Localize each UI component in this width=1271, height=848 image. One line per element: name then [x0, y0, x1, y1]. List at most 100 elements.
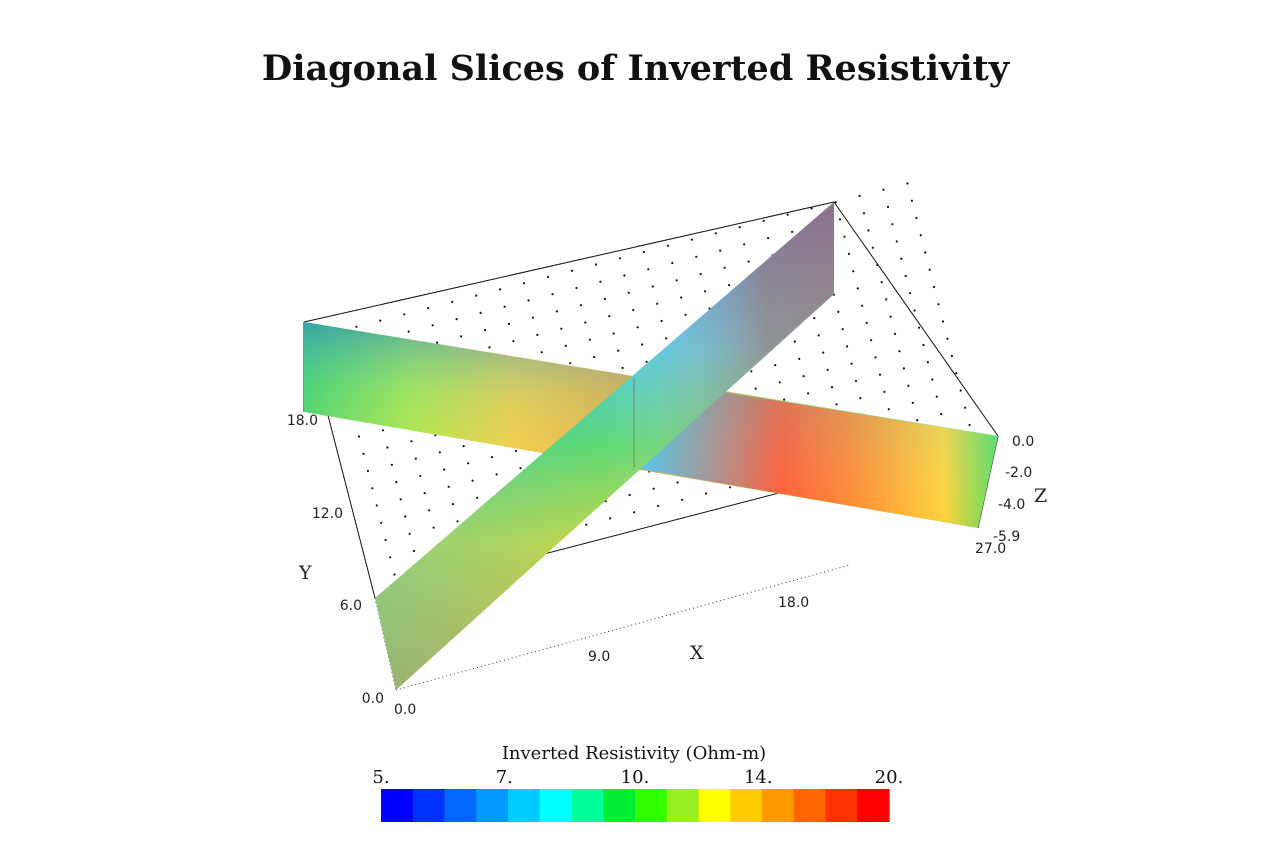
grid-dot [933, 285, 936, 289]
x-tick-label: 27.0 [975, 541, 1006, 557]
grid-dot [684, 313, 687, 316]
colorbar-tick-label: 5. [372, 767, 389, 788]
grid-dot [462, 445, 465, 448]
grid-dot [786, 213, 789, 216]
grid-dot [386, 446, 389, 449]
grid-dot [491, 456, 494, 459]
grid-dot [847, 252, 851, 255]
grid-dot [743, 243, 746, 246]
grid-dot [608, 315, 611, 318]
grid-dot [728, 486, 732, 489]
grid-dot [675, 279, 678, 282]
grid-dot [666, 244, 670, 247]
chart-title: Diagonal Slices of Inverted Resistivity [261, 48, 1010, 89]
z-tick-label: 0.0 [1012, 434, 1034, 450]
grid-dot [641, 343, 644, 346]
grid-dot [427, 307, 430, 310]
grid-dot [924, 251, 927, 254]
grid-dot [451, 300, 454, 303]
grid-dot [431, 324, 434, 327]
y-tick-label: 0.0 [362, 691, 384, 707]
grid-dot [366, 469, 369, 473]
grid-dot [471, 479, 474, 482]
grid-dot [647, 268, 650, 271]
grid-dot [569, 362, 572, 365]
colorbar-swatch [762, 789, 795, 822]
y-axis: 18.0 12.0 6.0 0.0 Y [287, 413, 384, 707]
grid-dot [955, 372, 958, 375]
grid-dot [652, 487, 655, 490]
z-axis: 0.0 -2.0 -4.0 -5.9 Z [993, 434, 1047, 545]
grid-dot [393, 573, 396, 576]
grid-dot [395, 480, 398, 484]
colorbar: Inverted Resistivity (Ohm-m) 5. 7. 10. 14. 2… [372, 743, 903, 822]
grid-dot [898, 350, 901, 353]
grid-dot [560, 327, 563, 330]
grid-dot [750, 370, 753, 373]
grid-dot [603, 297, 607, 301]
grid-dot [747, 260, 750, 263]
grid-dot [886, 205, 890, 209]
grid-dot [876, 263, 879, 266]
grid-dot [527, 299, 530, 302]
grid-dot [632, 308, 635, 312]
grid-dot [894, 332, 897, 335]
colorbar-title: Inverted Resistivity (Ohm-m) [502, 743, 766, 764]
grid-dot [909, 292, 912, 295]
x-tick-label: 0.0 [394, 702, 416, 718]
grid-dot [950, 354, 954, 358]
grid-dot [919, 234, 922, 237]
grid-dot [414, 457, 417, 460]
grid-dot [889, 315, 892, 318]
colorbar-tick-label: 7. [496, 767, 513, 788]
grid-dot [547, 275, 550, 278]
grid-dot [656, 302, 659, 305]
colorbar-swatch [730, 789, 763, 822]
grid-dot [443, 468, 446, 471]
grid-dot [880, 281, 883, 284]
grid-dot [900, 257, 903, 260]
z-tick-label: -4.0 [998, 497, 1025, 513]
grid-dot [837, 310, 840, 313]
grid-dot [523, 282, 526, 285]
colorbar-swatch [825, 789, 858, 822]
grid-dot [515, 449, 518, 452]
grid-dot [628, 493, 631, 497]
x-axis-label: X [690, 642, 704, 664]
grid-dot [651, 285, 654, 288]
grid-dot [412, 549, 416, 553]
grid-dot [438, 451, 441, 454]
grid-dot [728, 284, 731, 287]
grid-dot [384, 538, 387, 542]
grid-dot [870, 339, 873, 342]
grid-dot [738, 226, 741, 229]
grid-dot [645, 360, 648, 363]
colorbar-swatch [508, 789, 541, 822]
grid-dot [495, 473, 498, 476]
grid-dot [690, 238, 693, 241]
grid-dot [913, 309, 916, 312]
grid-dot [483, 329, 487, 332]
grid-dot [419, 474, 422, 477]
grid-dot [375, 504, 378, 507]
grid-dot [676, 481, 679, 484]
grid-dot [404, 515, 407, 518]
grid-dot [719, 249, 722, 252]
grid-dot [609, 517, 612, 520]
grid-dot [704, 290, 707, 293]
colorbar-tick-label: 14. [744, 767, 773, 788]
grid-dot [852, 270, 855, 273]
grid-dot [878, 373, 882, 376]
grid-dot [660, 319, 663, 323]
grid-dot [802, 375, 805, 378]
grid-dot [822, 351, 825, 354]
grid-dot [843, 235, 846, 238]
grid-dot [452, 503, 455, 506]
grid-dot [856, 287, 859, 290]
grid-dot [657, 504, 660, 508]
colorbar-swatch [635, 789, 668, 822]
grid-dot [867, 229, 870, 232]
grid-dot [436, 341, 439, 344]
grid-dot [455, 318, 458, 321]
grid-dot [371, 487, 374, 490]
